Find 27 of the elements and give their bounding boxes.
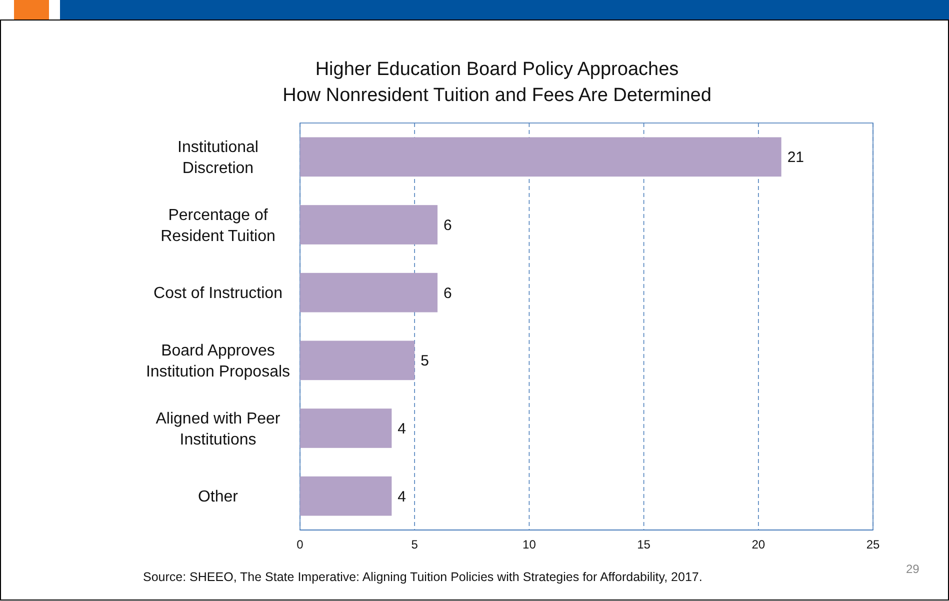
x-tick-label: 15 [637,538,651,552]
data-label: 4 [398,488,406,506]
data-label: 5 [420,352,429,370]
data-label: 6 [444,217,452,234]
y-tick-label: Percentage of Resident Tuition [160,206,276,245]
y-tick-label: Board Approves Institution Proposals [146,342,290,381]
chart-title: Higher Education Board Policy Approaches How Nonresident Tuition and Fees Are Determined [282,59,712,106]
bar [300,408,392,448]
y-tick-label: Cost of Instruction [154,285,282,302]
bar [300,205,438,244]
y-tick-label: Other [198,488,239,506]
x-tick-label: 0 [296,538,304,552]
x-tick-label: 25 [866,538,880,552]
data-label: 4 [398,420,406,438]
y-tick-label: Aligned with Peer Institutions [156,410,281,448]
bar [300,272,438,312]
text: 29 [906,562,920,576]
source-note: Source: SHEEO, The State Imperative: Aligning Tuition Policies with Strategies for Affordability, 2017. [143,570,702,584]
y-tick-label: Institutional Discretion [178,139,258,178]
x-tick-label: 20 [752,538,766,552]
bar [300,340,415,380]
x-tick-label: 10 [522,538,536,552]
x-tick-label: 5 [411,538,418,552]
bar [300,137,782,177]
data-label: 6 [444,284,452,302]
bar [300,476,392,516]
data-label: 21 [787,149,804,166]
